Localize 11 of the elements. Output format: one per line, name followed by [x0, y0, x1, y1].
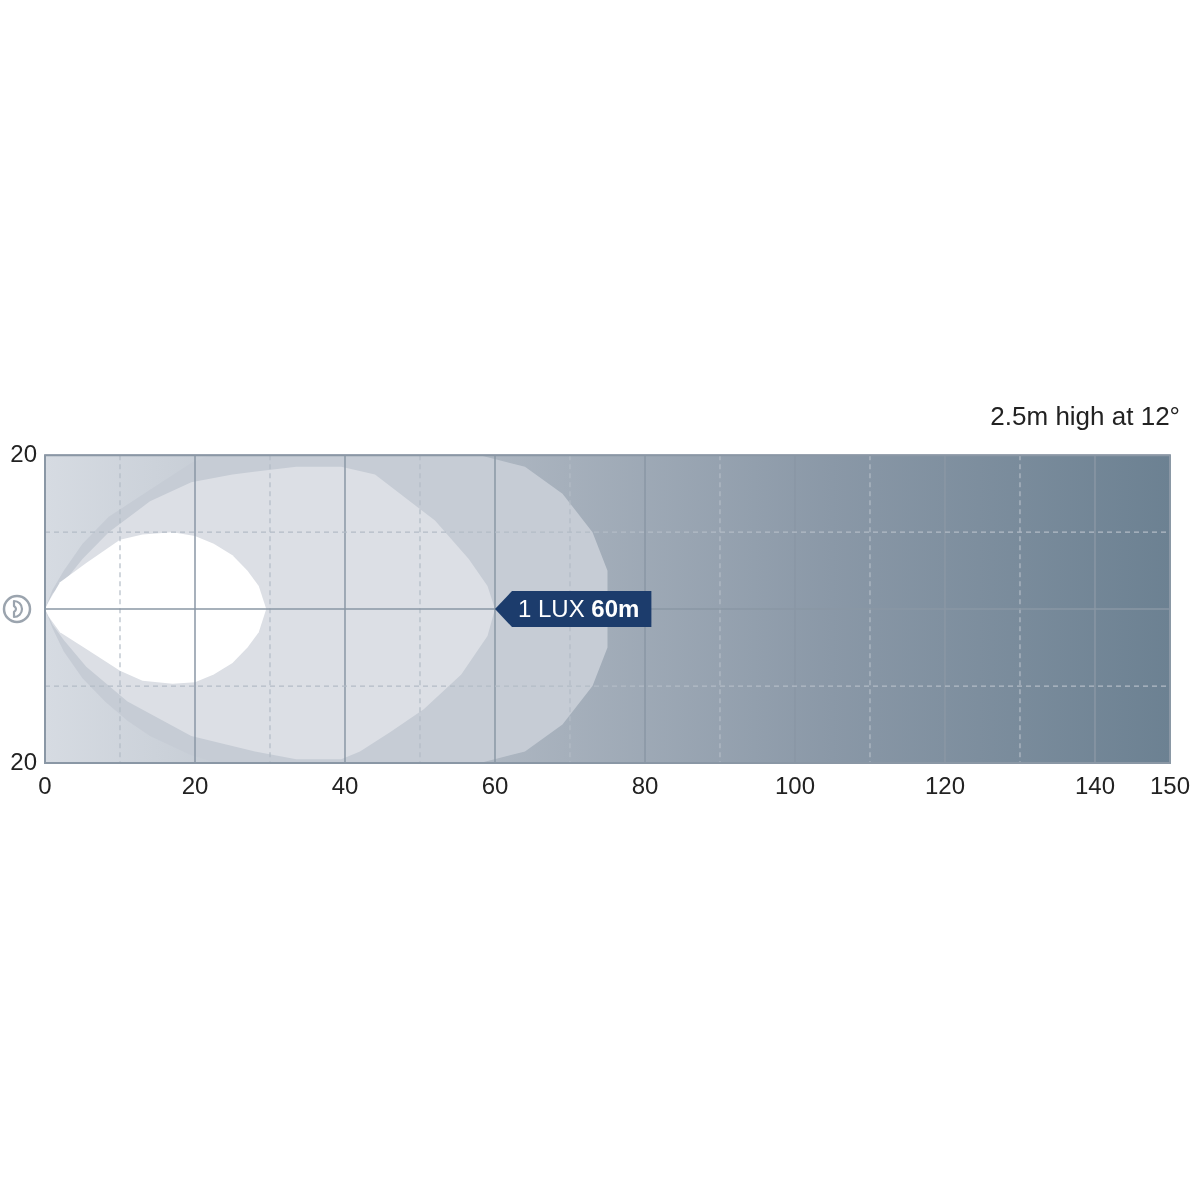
x-tick-label: 140	[1074, 772, 1115, 800]
x-tick-label: 0	[38, 772, 52, 800]
x-tick-label: 60	[481, 772, 509, 800]
x-tick-label: 150	[1149, 772, 1190, 800]
x-tick-label: 120	[924, 772, 966, 800]
x-tick-label: 40	[331, 772, 359, 800]
x-tick-label: 20	[181, 772, 209, 800]
x-tick-label: 80	[631, 772, 659, 800]
annotation: 1 LUX 60m	[517, 594, 640, 622]
chart-subtitle: 2.5m high at 12°	[990, 400, 1180, 431]
x-tick-label: 100	[774, 772, 816, 800]
